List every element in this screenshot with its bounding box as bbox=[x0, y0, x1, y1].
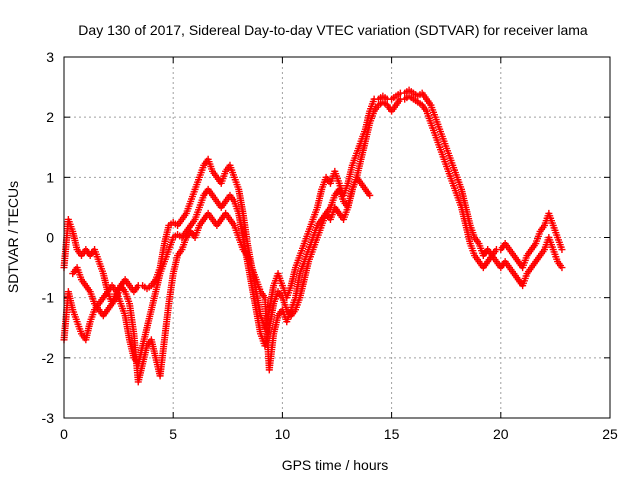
data-series bbox=[60, 86, 566, 386]
series-track-3 bbox=[69, 173, 374, 386]
y-tick-label: -3 bbox=[42, 410, 55, 426]
x-tick-label: 15 bbox=[384, 426, 400, 442]
y-tick-label: -1 bbox=[42, 290, 55, 306]
x-tick-label: 5 bbox=[169, 426, 177, 442]
y-tick-label: 2 bbox=[46, 109, 54, 125]
y-tick-label: 1 bbox=[46, 169, 54, 185]
y-axis-label: SDTVAR / TECUs bbox=[5, 181, 21, 293]
y-tick-label: 3 bbox=[46, 49, 54, 65]
tick-labels: 0 5 10 15 20 25 -3 -2 -1 0 1 2 3 bbox=[42, 49, 618, 442]
data-point bbox=[366, 191, 374, 199]
data-point bbox=[558, 264, 566, 272]
x-tick-label: 10 bbox=[275, 426, 291, 442]
x-tick-label: 20 bbox=[493, 426, 509, 442]
x-tick-label: 25 bbox=[602, 426, 618, 442]
plot-frame bbox=[63, 56, 611, 419]
x-axis-label: GPS time / hours bbox=[282, 457, 389, 473]
chart-title: Day 130 of 2017, Sidereal Day-to-day VTE… bbox=[78, 22, 588, 38]
y-tick-label: -2 bbox=[42, 350, 55, 366]
y-tick-label: 0 bbox=[46, 230, 54, 246]
x-tick-label: 0 bbox=[60, 426, 68, 442]
data-point bbox=[558, 246, 566, 254]
